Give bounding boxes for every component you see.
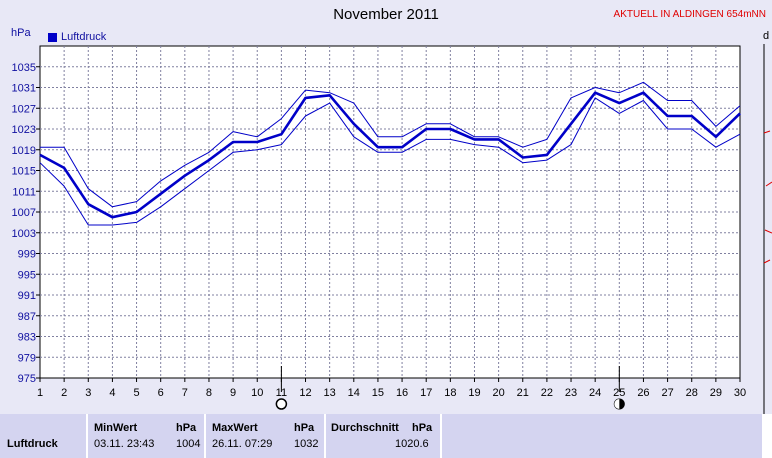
y-tick-label: 991 [18,290,36,302]
x-tick-label: 16 [396,387,408,399]
y-tick-label: 999 [18,249,36,261]
series-line-mean [39,91,741,219]
avg-stat-cell: Durchschnitt hPa 1020.6 [326,414,440,458]
max-header: MaxWert [212,422,258,434]
x-tick-label: 14 [348,387,360,399]
y-tick-label: 1007 [12,207,36,219]
y-tick-label: 1027 [12,103,36,115]
legend: Luftdruck [48,31,106,43]
y-tick-label: 1019 [12,145,36,157]
x-tick-label: 27 [661,387,673,399]
series-line-max [40,81,741,208]
avg-header: Durchschnitt [331,422,399,434]
x-tick-label: 1 [37,387,43,399]
legend-label: Luftdruck [61,31,107,43]
x-tick-label: 26 [637,387,649,399]
y-tick-label: 1023 [12,124,36,136]
avg-value: 1020.6 [395,438,429,450]
new-moon-highlight [614,399,620,409]
x-tick-label: 20 [492,387,504,399]
x-tick-label: 19 [468,387,480,399]
min-time: 03.11. 23:43 [94,438,155,450]
y-tick-label: 1011 [12,186,36,198]
x-tick-label: 4 [109,387,115,399]
y-tick-label: 979 [18,352,36,364]
x-tick-label: 12 [299,387,311,399]
x-tick-label: 10 [251,387,263,399]
y-tick-label: 995 [18,269,36,281]
max-time: 26.11. 07:29 [212,438,273,450]
stats-empty-cell [442,414,762,458]
y-tick-label: 983 [18,332,36,344]
x-tick-label: 5 [133,387,139,399]
chart-title: November 2011 [333,6,439,23]
y-tick-label: 1015 [12,166,36,178]
x-tick-label: 17 [420,387,432,399]
next-panel-trace [763,259,771,264]
x-tick-label: 25 [613,387,625,399]
chart: 9759799839879919959991003100710111015101… [12,44,772,414]
legend-swatch [48,32,57,42]
min-header: MinWert [94,422,138,434]
x-tick-label: 3 [85,387,91,399]
min-stat-cell: MinWert hPa 03.11. 23:43 1004 [88,414,204,458]
max-value: 1032 [294,438,319,450]
x-tick-label: 30 [734,387,746,399]
x-tick-label: 7 [182,387,188,399]
y-tick-label: 975 [18,373,36,385]
x-tick-label: 22 [541,387,553,399]
avg-unit: hPa [412,422,433,434]
x-tick-label: 23 [565,387,577,399]
x-tick-label: 15 [372,387,384,399]
min-unit: hPa [176,422,197,434]
full-moon-icon [275,398,288,410]
x-tick-label: 11 [276,387,287,399]
y-axis-unit: hPa [11,27,31,39]
stats-panel: Luftdruck MinWert hPa 03.11. 23:43 1004 … [0,414,772,458]
series-line-min [39,97,741,226]
x-tick-label: 21 [517,387,529,399]
y-tick-label: 1035 [12,62,36,74]
max-stat-cell: MaxWert hPa 26.11. 07:29 1032 [206,414,324,458]
stats-row-label-cell: Luftdruck [0,414,86,458]
max-unit: hPa [294,422,315,434]
y-tick-label: 1003 [12,228,36,240]
x-tick-label: 6 [158,387,164,399]
x-tick-label: 18 [444,387,456,399]
stats-row-label: Luftdruck [7,438,58,450]
x-tick-label: 24 [589,387,601,399]
next-panel-trace [764,229,772,234]
x-tick-label: 8 [206,387,212,399]
x-tick-label: 29 [710,387,722,399]
y-tick-label: 987 [18,311,36,323]
location-banner: AKTUELL IN ALDINGEN 654mNN [613,9,766,20]
x-tick-label: 13 [324,387,336,399]
min-value: 1004 [176,438,201,450]
next-panel-trace [765,181,772,187]
x-tick-label: 9 [230,387,236,399]
next-panel-trace [763,130,771,134]
y-tick-label: 1031 [12,83,36,95]
x-tick-label: 28 [686,387,698,399]
x-tick-label: 2 [61,387,67,399]
next-panel-label: d [763,30,770,42]
